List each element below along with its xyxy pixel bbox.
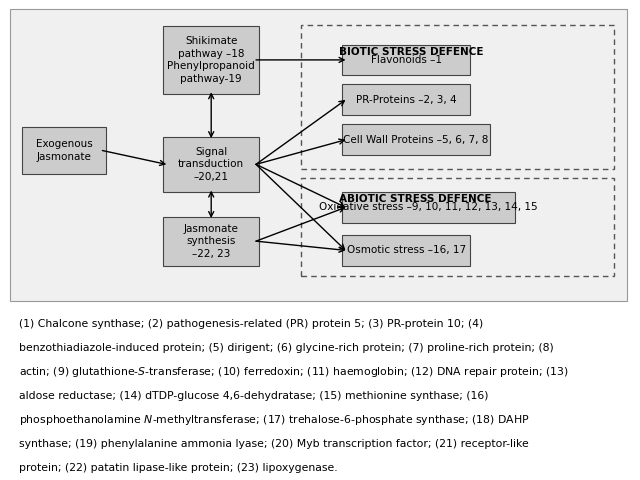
Text: Signal
transduction
–20,21: Signal transduction –20,21 xyxy=(178,147,244,182)
Text: benzothiadiazole-induced protein; (5) dirigent; (6) glycine-rich protein; (7) pr: benzothiadiazole-induced protein; (5) di… xyxy=(19,343,554,353)
Text: Osmotic stress –16, 17: Osmotic stress –16, 17 xyxy=(347,245,466,255)
Text: Cell Wall Proteins –5, 6, 7, 8: Cell Wall Proteins –5, 6, 7, 8 xyxy=(343,135,489,145)
Text: Flavonoids –1: Flavonoids –1 xyxy=(371,55,442,65)
FancyBboxPatch shape xyxy=(10,9,627,301)
Text: Oxidative stress –9, 10, 11, 12, 13, 14, 15: Oxidative stress –9, 10, 11, 12, 13, 14,… xyxy=(319,203,538,212)
Text: BIOTIC STRESS DEFENCE: BIOTIC STRESS DEFENCE xyxy=(339,47,484,57)
Text: ABIOTIC STRESS DEFENCE: ABIOTIC STRESS DEFENCE xyxy=(339,193,492,204)
Text: protein; (22) patatin lipase-like protein; (23) lipoxygenase.: protein; (22) patatin lipase-like protei… xyxy=(19,463,338,473)
FancyBboxPatch shape xyxy=(163,137,259,192)
Text: Exogenous
Jasmonate: Exogenous Jasmonate xyxy=(36,139,92,162)
Text: Jasmonate
synthesis
–22, 23: Jasmonate synthesis –22, 23 xyxy=(184,224,239,259)
Text: phosphoethanolamine $\it{N}$-methyltransferase; (17) trehalose-6-phosphate synth: phosphoethanolamine $\it{N}$-methyltrans… xyxy=(19,413,530,427)
FancyBboxPatch shape xyxy=(22,128,106,174)
FancyBboxPatch shape xyxy=(342,45,470,75)
Text: PR-Proteins –2, 3, 4: PR-Proteins –2, 3, 4 xyxy=(356,95,457,105)
FancyBboxPatch shape xyxy=(163,216,259,266)
FancyBboxPatch shape xyxy=(342,235,470,266)
Text: Shikimate
pathway –18
Phenylpropanoid
pathway-19: Shikimate pathway –18 Phenylpropanoid pa… xyxy=(167,36,255,84)
FancyBboxPatch shape xyxy=(342,124,490,155)
FancyBboxPatch shape xyxy=(342,192,515,223)
Text: actin; (9) glutathione-$\it{S}$-transferase; (10) ferredoxin; (11) haemoglobin; : actin; (9) glutathione-$\it{S}$-transfer… xyxy=(19,365,569,379)
FancyBboxPatch shape xyxy=(163,26,259,94)
Text: synthase; (19) phenylalanine ammonia lyase; (20) Myb transcription factor; (21) : synthase; (19) phenylalanine ammonia lya… xyxy=(19,439,529,449)
Text: (1) Chalcone synthase; (2) pathogenesis-related (PR) protein 5; (3) PR-protein 1: (1) Chalcone synthase; (2) pathogenesis-… xyxy=(19,319,483,329)
FancyBboxPatch shape xyxy=(342,84,470,115)
Text: aldose reductase; (14) dTDP-glucose 4,6-dehydratase; (15) methionine synthase; (: aldose reductase; (14) dTDP-glucose 4,6-… xyxy=(19,391,488,401)
